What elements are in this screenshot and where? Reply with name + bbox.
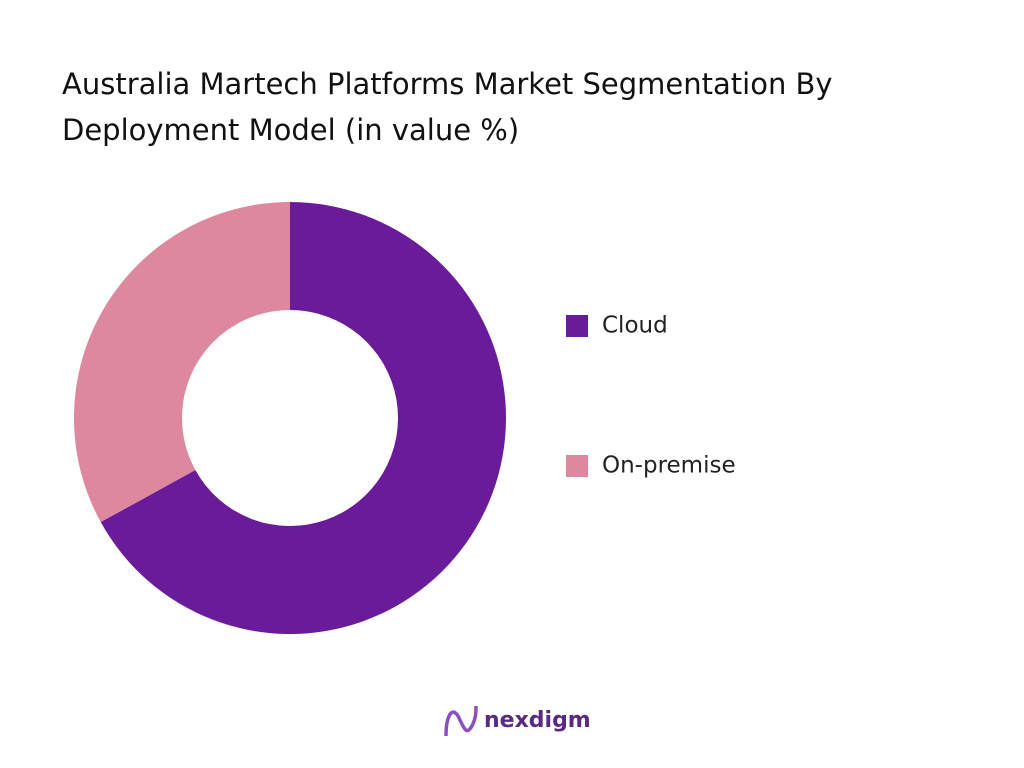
chart-title: Australia Martech Platforms Market Segme… — [62, 67, 833, 147]
brand-name: nexdigm — [484, 708, 591, 733]
legend-label: Cloud — [602, 313, 668, 339]
donut-slice — [100, 202, 507, 634]
legend-label: On-premise — [602, 453, 736, 479]
logo-icon — [444, 705, 478, 737]
donut-slice — [74, 202, 290, 523]
legend-swatch — [566, 315, 588, 337]
brand-logo: nexdigm — [444, 705, 591, 737]
legend-swatch — [566, 455, 588, 477]
